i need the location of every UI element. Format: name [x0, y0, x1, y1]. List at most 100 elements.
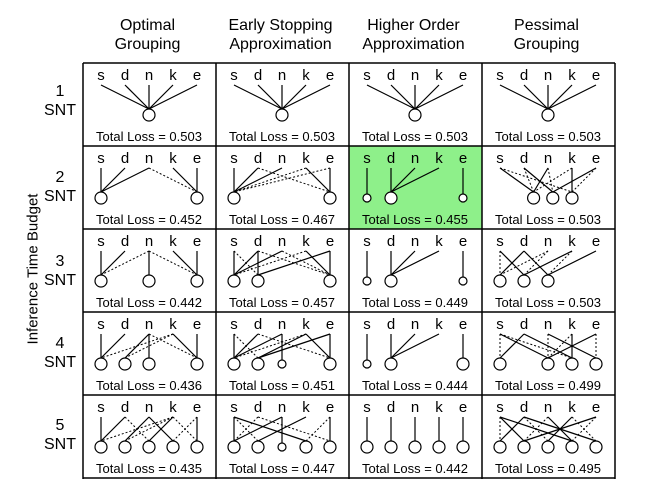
- network-node: [323, 191, 337, 205]
- task-label: n: [278, 67, 286, 84]
- task-label: d: [254, 67, 262, 84]
- task-label: s: [230, 233, 238, 250]
- task-label: e: [326, 67, 334, 84]
- network-node: [142, 274, 156, 288]
- edge-dotted: [547, 250, 573, 276]
- task-label: s: [363, 150, 371, 167]
- edge-solid: [233, 167, 283, 193]
- network-node: [408, 108, 422, 122]
- task-label: s: [363, 316, 371, 333]
- edge-dotted: [233, 250, 259, 276]
- task-label: d: [387, 399, 395, 416]
- edge-solid: [523, 416, 597, 442]
- edge-solid: [499, 84, 549, 110]
- task-label: k: [568, 67, 576, 84]
- network-node: [227, 357, 241, 371]
- task-label: e: [326, 233, 334, 250]
- task-label: d: [254, 399, 262, 416]
- task-label: d: [121, 316, 129, 333]
- edge-solid: [305, 333, 331, 359]
- task-label: s: [230, 150, 238, 167]
- network-node: [362, 193, 372, 203]
- task-label: s: [230, 316, 238, 333]
- task-label: d: [387, 233, 395, 250]
- total-loss-label: Total Loss = 0.457: [229, 295, 335, 310]
- task-label: e: [459, 399, 467, 416]
- task-label: e: [592, 399, 600, 416]
- edge-dotted: [233, 167, 331, 193]
- total-loss-label: Total Loss = 0.499: [495, 378, 601, 393]
- row-header-1-snt: 1 SNT: [44, 83, 76, 119]
- network-node: [190, 191, 204, 205]
- network-node: [251, 357, 265, 371]
- task-label: n: [278, 399, 286, 416]
- task-label: s: [363, 399, 371, 416]
- network-node: [458, 193, 468, 203]
- network-node: [456, 440, 470, 454]
- network-node: [541, 440, 555, 454]
- network-node: [384, 191, 398, 205]
- task-label: n: [278, 150, 286, 167]
- task-label: d: [121, 399, 129, 416]
- edge-solid: [100, 84, 150, 110]
- edge-solid: [533, 167, 549, 193]
- task-label: s: [496, 399, 504, 416]
- network-node: [527, 191, 541, 205]
- network-node: [323, 357, 337, 371]
- network-node: [541, 274, 555, 288]
- network-node: [166, 440, 180, 454]
- edge-dotted: [100, 250, 150, 276]
- total-loss-label: Total Loss = 0.436: [96, 378, 202, 393]
- network-node: [94, 191, 108, 205]
- edge-solid: [547, 250, 597, 276]
- column-header-higher-order: Higher Order Approximation: [362, 17, 465, 53]
- edge-solid: [523, 250, 549, 276]
- edge-solid: [281, 84, 307, 110]
- network-node: [94, 357, 108, 371]
- total-loss-label: Total Loss = 0.455: [362, 212, 468, 227]
- network-node: [142, 108, 156, 122]
- column-header-early-stopping: Early Stopping Approximation: [228, 17, 333, 53]
- task-label: k: [435, 316, 443, 333]
- total-loss-label: Total Loss = 0.442: [362, 461, 468, 476]
- edge-solid: [148, 84, 198, 110]
- edge-solid: [414, 84, 440, 110]
- network-node: [565, 191, 579, 205]
- network-node: [493, 440, 507, 454]
- network-node: [142, 357, 156, 371]
- total-loss-label: Total Loss = 0.449: [362, 295, 468, 310]
- task-label: s: [97, 150, 105, 167]
- edge-dotted: [571, 416, 597, 442]
- total-loss-label: Total Loss = 0.435: [96, 461, 202, 476]
- edge-dotted: [571, 167, 597, 193]
- edge-solid: [233, 333, 283, 359]
- task-label: k: [302, 67, 310, 84]
- edge-dotted: [547, 333, 573, 359]
- task-label: e: [193, 233, 201, 250]
- edge-dotted: [233, 333, 307, 359]
- network-node: [432, 440, 446, 454]
- total-loss-label: Total Loss = 0.495: [495, 461, 601, 476]
- edge-dotted: [124, 416, 174, 442]
- network-node: [408, 440, 422, 454]
- task-label: n: [544, 150, 552, 167]
- task-label: d: [387, 316, 395, 333]
- total-loss-label: Total Loss = 0.451: [229, 378, 335, 393]
- edge-dotted: [499, 167, 573, 193]
- network-node: [362, 276, 372, 286]
- total-loss-label: Total Loss = 0.503: [229, 129, 335, 144]
- task-label: k: [302, 316, 310, 333]
- network-node: [251, 274, 265, 288]
- edge-dotted: [148, 167, 198, 193]
- task-label: e: [459, 150, 467, 167]
- edge-solid: [390, 333, 416, 359]
- edge-dotted: [172, 416, 198, 442]
- edge-dotted: [148, 250, 198, 276]
- task-label: k: [302, 233, 310, 250]
- edge-solid: [172, 167, 198, 193]
- row-header-5-snt: 5 SNT: [44, 417, 76, 453]
- edge-solid: [547, 84, 573, 110]
- edge-solid: [172, 333, 198, 359]
- network-node: [384, 440, 398, 454]
- edge-solid: [100, 333, 126, 359]
